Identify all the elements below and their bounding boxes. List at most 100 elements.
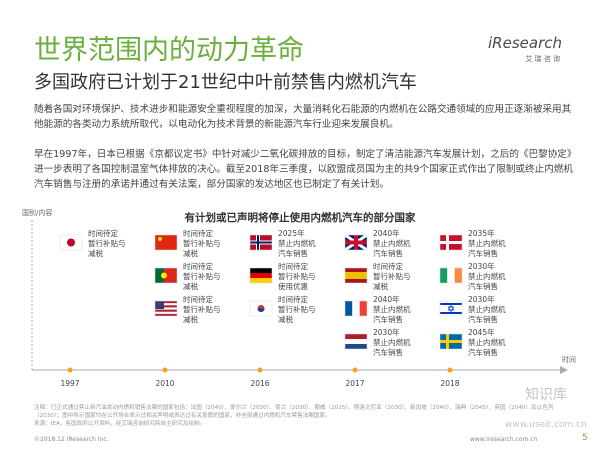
year-label: 1997 <box>60 379 79 388</box>
entry-text: 使用优惠 <box>278 281 308 291</box>
flag <box>440 268 462 283</box>
entry-text: 时间待定 <box>183 261 213 271</box>
flag-part <box>447 268 455 283</box>
year-marker <box>257 367 263 373</box>
entry-text: 汽车销售 <box>468 347 498 357</box>
flag-part <box>345 344 367 349</box>
entry-text: 时间待定 <box>183 228 213 238</box>
entry-text: 禁止内燃机 <box>468 337 506 347</box>
flag-part <box>440 340 462 343</box>
year-label: 2017 <box>345 379 364 388</box>
flag <box>250 301 272 316</box>
entry-text: 汽车销售 <box>373 314 403 324</box>
entry-text: 时间待定 <box>278 261 308 271</box>
figure-title: 有计划或已声明将停止使用内燃机汽车的部分国家 <box>185 211 416 224</box>
flag-part <box>67 238 75 247</box>
entry-text: 2030年 <box>373 327 400 337</box>
flag-part <box>155 301 177 304</box>
flag <box>250 235 272 250</box>
entry-text: 禁止内燃机 <box>373 337 411 347</box>
year-marker <box>162 367 168 373</box>
flag-part <box>250 241 272 244</box>
flag-border <box>439 234 463 251</box>
flag <box>344 233 368 252</box>
entry-text: 暂行补贴与 <box>183 304 221 314</box>
flag-part <box>161 272 167 279</box>
entry-text: 禁止内燃机 <box>278 238 316 248</box>
entry-text: 2025年 <box>278 228 305 238</box>
flag-part <box>454 268 462 283</box>
title: 世界范围内的动力革命 <box>34 35 304 66</box>
flag-part <box>155 268 164 283</box>
entry-text: 时间待定 <box>373 261 403 271</box>
paragraph: 随着各国对环境保护、技术进步和能源安全重视程度的加深，大量消耗化石能源的内燃机在… <box>34 104 572 130</box>
entry-text: 禁止内燃机 <box>468 304 506 314</box>
flag <box>155 301 177 317</box>
entry-text: 禁止内燃机 <box>468 271 506 281</box>
axis-y-label: 国别/内容 <box>22 208 52 217</box>
flag <box>440 235 462 250</box>
entry-text: 汽车销售 <box>468 314 498 324</box>
copyright: ©2018.12 iResearch Inc. <box>34 436 109 443</box>
flag <box>345 334 367 349</box>
entry-text: 2030年 <box>468 294 495 304</box>
entry-text: 减税 <box>183 281 198 291</box>
flag-border <box>249 234 273 251</box>
flag-part <box>345 339 367 344</box>
entry-text: 汽车销售 <box>468 281 498 291</box>
entry-text: 禁止内燃机 <box>468 238 506 248</box>
source: 来源：IEA，各国政府公开资料，经艾瑞咨询研究院自主研究及绘制。 <box>34 421 206 427</box>
entry-text: 减税 <box>278 314 293 324</box>
flag-border <box>59 234 83 251</box>
flag-border <box>154 300 178 317</box>
entry-text: 2040年 <box>373 294 400 304</box>
entry-text: 2045年 <box>468 327 495 337</box>
flag-part <box>250 273 272 278</box>
axis-x-label: 时间 <box>562 355 576 364</box>
flag <box>440 301 462 316</box>
flag-part <box>250 268 272 273</box>
watermark: www.useit.com.cn <box>505 420 587 430</box>
flag-part <box>440 303 462 305</box>
flag-part <box>155 301 164 309</box>
subtitle: 多国政府已计划于21世纪中叶前禁售内燃机汽车 <box>34 72 417 93</box>
entry-text: 汽车销售 <box>278 248 308 258</box>
entry-text: 2035年 <box>468 228 495 238</box>
flag-border <box>154 267 178 284</box>
flag <box>60 235 82 250</box>
entry-text: 减税 <box>183 248 198 258</box>
year-marker <box>352 367 358 373</box>
flag-border <box>344 267 368 284</box>
flag-border <box>439 300 463 317</box>
timeline: 有计划或已声明将停止使用内燃机汽车的部分国家 国别/内容 时间 时间待定暂行补贴… <box>22 208 576 388</box>
flag-part <box>447 304 455 313</box>
entry-text: 暂行补贴与 <box>183 271 221 281</box>
flag-part <box>345 240 367 245</box>
logo: iResearch <box>488 34 562 52</box>
flag <box>155 235 177 250</box>
year-label: 2018 <box>440 379 459 388</box>
flag-border <box>439 333 463 350</box>
entry-text: 暂行补贴与 <box>183 238 221 248</box>
flag-part <box>359 301 367 316</box>
entry-text: 汽车销售 <box>468 248 498 258</box>
year-marker <box>447 367 453 373</box>
entry-text: 减税 <box>183 314 198 324</box>
flag-border <box>249 267 273 284</box>
entry-text: 暂行补贴与 <box>88 238 126 248</box>
entry-text: 暂行补贴与 <box>278 271 316 281</box>
entry-text: 禁止内燃机 <box>373 238 411 248</box>
entry-text: 时间待定 <box>88 228 118 238</box>
flag-part <box>155 305 177 308</box>
entry-text: 暂行补贴与 <box>373 271 411 281</box>
flag-part <box>440 268 448 283</box>
entry-text: 时间待定 <box>278 294 308 304</box>
notes: 注释：已正式通过禁止新汽油发动内燃机销售法案的国家包括：法国（2040）、爱尔兰… <box>34 404 574 428</box>
note: 注释：已正式通过禁止新汽油发动内燃机销售法案的国家包括：法国（2040）、爱尔兰… <box>34 405 554 419</box>
flag-border <box>439 267 463 284</box>
logo-subtitle: 艾 瑞 咨 询 <box>525 55 560 63</box>
axis-arrow <box>560 366 568 374</box>
flag-border <box>249 300 273 317</box>
flag-border <box>344 234 368 251</box>
